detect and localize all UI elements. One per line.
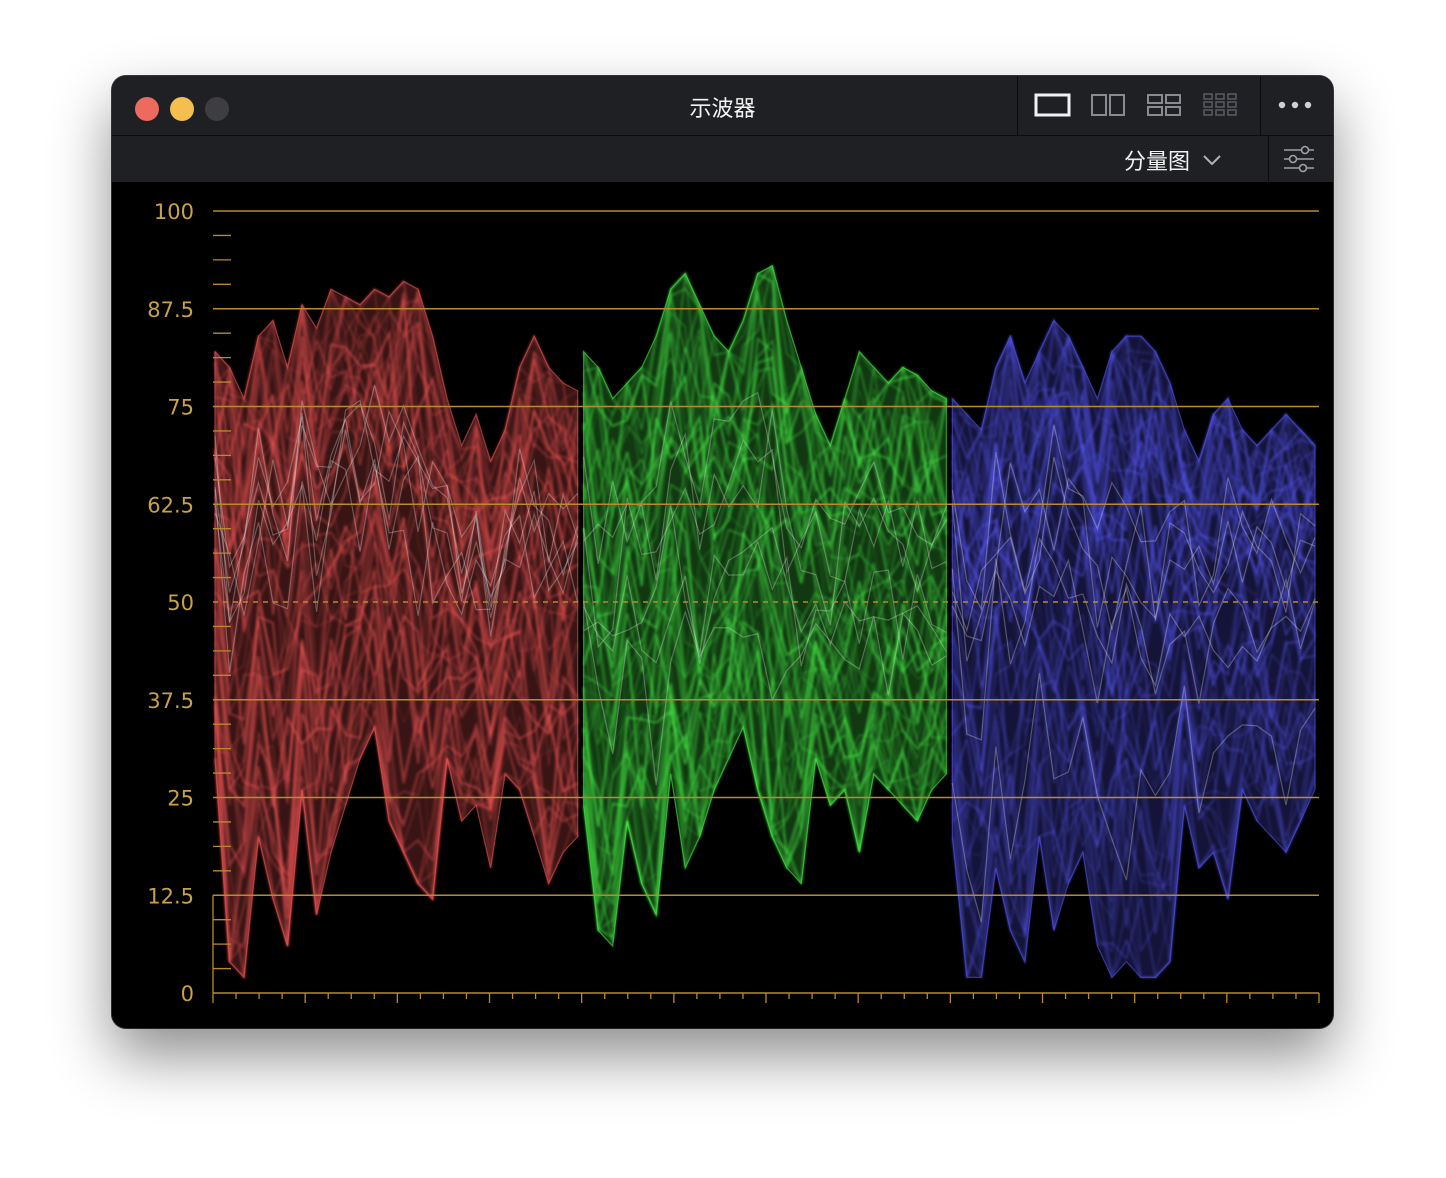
quad-view-icon[interactable]	[1146, 92, 1184, 118]
window-title: 示波器	[689, 97, 756, 122]
channel-g-trace	[582, 263, 948, 948]
parade-chart: 100 87.5 75 62.5 50 37.5 25 12.5 0	[147, 200, 1320, 1006]
layout-selector	[1017, 76, 1261, 135]
view-mode-label: 分量图	[1124, 150, 1191, 175]
channel-r-trace	[213, 279, 579, 980]
dual-view-icon[interactable]	[1090, 92, 1128, 118]
y-label: 50	[167, 591, 194, 615]
strands-b	[951, 316, 1316, 981]
channel-b-trace	[951, 316, 1316, 981]
sliders-icon[interactable]	[1268, 136, 1333, 182]
y-label: 25	[167, 787, 194, 811]
more-icon[interactable]	[1272, 90, 1318, 120]
y-label: 37.5	[147, 689, 194, 713]
minimize-button[interactable]	[170, 97, 194, 121]
maximize-button[interactable]	[205, 97, 229, 121]
strands-r	[213, 279, 579, 980]
waveform-scope: 100 87.5 75 62.5 50 37.5 25 12.5 0	[112, 182, 1333, 1028]
grid-view-icon[interactable]	[1202, 92, 1240, 118]
y-label: 87.5	[147, 298, 194, 322]
close-button[interactable]	[135, 97, 159, 121]
y-label: 75	[167, 396, 194, 420]
view-mode-dropdown[interactable]: 分量图	[1124, 145, 1222, 175]
oscilloscope-window: 示波器 分量图	[112, 76, 1333, 1028]
strands-g	[582, 263, 948, 945]
scope-toolbar: 分量图	[112, 136, 1333, 182]
y-label: 62.5	[147, 493, 194, 517]
y-label: 12.5	[147, 884, 194, 908]
y-label: 0	[181, 982, 194, 1006]
chevron-down-icon	[1202, 148, 1222, 173]
single-view-icon[interactable]	[1034, 92, 1072, 118]
title-bar: 示波器	[112, 76, 1333, 136]
y-label: 100	[154, 200, 194, 224]
